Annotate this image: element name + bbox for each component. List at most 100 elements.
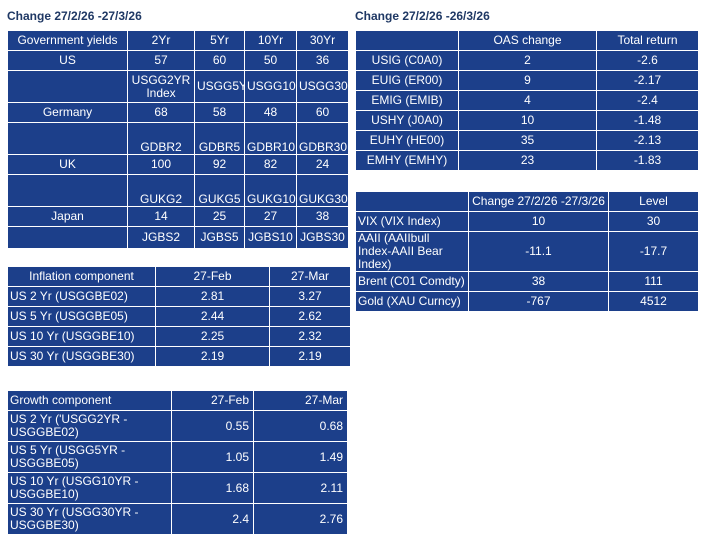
table-cell: -2.17 bbox=[596, 70, 699, 91]
table-cell: 3.27 bbox=[269, 286, 351, 307]
table-cell: EUHY (HE00) bbox=[355, 130, 459, 151]
government-yields-table: Government yields 2Yr 5Yr 10Yr 30Yr US 5… bbox=[7, 30, 349, 249]
growth-header-cell: 27-Mar bbox=[253, 390, 348, 411]
growth-component-table: Growth component 27-Feb 27-Mar US 2 Yr (… bbox=[7, 390, 348, 535]
table-cell: JGBS5 bbox=[194, 226, 245, 249]
table-cell: EMIG (EMIB) bbox=[355, 90, 459, 111]
table-cell: 36 bbox=[296, 50, 349, 71]
table-row: Gold (XAU Curncy) -767 4512 bbox=[355, 291, 699, 312]
table-cell: JGBS30 bbox=[296, 226, 349, 249]
table-row: GDBR2 GDBR5 GDBR10 GDBR30 bbox=[7, 122, 349, 155]
table-cell: -11.1 bbox=[468, 231, 609, 272]
table-row: Brent (C01 Comdty) 38 111 bbox=[355, 271, 699, 292]
table-cell bbox=[7, 122, 128, 155]
table-cell: 60 bbox=[296, 102, 349, 123]
table-cell: US 2 Yr (USGGBE02) bbox=[7, 286, 156, 307]
table-cell: 10 bbox=[458, 110, 597, 131]
table-cell: USGG10YR bbox=[244, 70, 297, 103]
table-row: AAII (AAIIbull Index-AAII Bear Index) -1… bbox=[355, 231, 699, 272]
inflation-header-row: Inflation component 27-Feb 27-Mar bbox=[7, 266, 351, 287]
table-row: US 5 Yr (USGG5YR - USGGBE05) 1.05 1.49 bbox=[7, 441, 348, 473]
table-cell: 38 bbox=[468, 271, 609, 292]
table-cell: GDBR2 bbox=[127, 122, 195, 155]
table-row: GUKG2 GUKG5 GUKG10 GUKG30 bbox=[7, 174, 349, 207]
table-cell: GUKG10 bbox=[244, 174, 297, 207]
table-row: USGG2YR Index USGG5YR USGG10YR USGG30YR bbox=[7, 70, 349, 103]
table-cell: -17.7 bbox=[608, 231, 699, 272]
table-cell: Japan bbox=[7, 206, 128, 227]
table-cell: 4512 bbox=[608, 291, 699, 312]
table-cell: Gold (XAU Curncy) bbox=[355, 291, 469, 312]
table-cell: -2.13 bbox=[596, 130, 699, 151]
table-row: USHY (J0A0) 10 -1.48 bbox=[355, 110, 699, 131]
govt-header-cell: 5Yr bbox=[194, 30, 245, 51]
table-cell: 58 bbox=[194, 102, 245, 123]
table-row: US 10 Yr (USGGBE10) 2.25 2.32 bbox=[7, 326, 351, 347]
risk-header-cell: Change 27/2/26 -27/3/26 bbox=[468, 191, 609, 212]
table-cell: 48 bbox=[244, 102, 297, 123]
table-cell: 35 bbox=[458, 130, 597, 151]
table-cell: 2.32 bbox=[269, 326, 351, 347]
inflation-component-table: Inflation component 27-Feb 27-Mar US 2 Y… bbox=[7, 266, 351, 367]
table-cell: Brent (C01 Comdty) bbox=[355, 271, 469, 292]
table-cell: US 30 Yr (USGG30YR - USGGBE30) bbox=[7, 503, 172, 535]
table-cell: 68 bbox=[127, 102, 195, 123]
table-row: EMHY (EMHY) 23 -1.83 bbox=[355, 150, 699, 171]
oas-header-row: OAS change Total return bbox=[355, 30, 699, 51]
govt-header-cell: Government yields bbox=[7, 30, 128, 51]
table-cell: 25 bbox=[194, 206, 245, 227]
table-cell: US 10 Yr (USGGBE10) bbox=[7, 326, 156, 347]
oas-header-cell: OAS change bbox=[458, 30, 597, 51]
table-row: VIX (VIX Index) 10 30 bbox=[355, 211, 699, 232]
table-cell bbox=[7, 226, 128, 249]
table-row: US 30 Yr (USGG30YR - USGGBE30) 2.4 2.76 bbox=[7, 503, 348, 535]
table-cell: 23 bbox=[458, 150, 597, 171]
table-cell: 2.81 bbox=[155, 286, 270, 307]
table-row: Germany 68 58 48 60 bbox=[7, 102, 349, 123]
table-cell: -2.4 bbox=[596, 90, 699, 111]
risk-header-cell: Level bbox=[608, 191, 699, 212]
table-cell: -2.6 bbox=[596, 50, 699, 71]
table-cell: 24 bbox=[296, 154, 349, 175]
table-cell: USGG5YR bbox=[194, 70, 245, 103]
table-cell: 14 bbox=[127, 206, 195, 227]
table-row: US 5 Yr (USGGBE05) 2.44 2.62 bbox=[7, 306, 351, 327]
table-cell: US 2 Yr ('USGG2YR - USGGBE02) bbox=[7, 410, 172, 442]
table-row: Japan 14 25 27 38 bbox=[7, 206, 349, 227]
table-cell: -767 bbox=[468, 291, 609, 312]
table-cell: GUKG5 bbox=[194, 174, 245, 207]
table-cell: 1.49 bbox=[253, 441, 348, 473]
table-row: US 57 60 50 36 bbox=[7, 50, 349, 71]
table-cell bbox=[7, 174, 128, 207]
table-row: EMIG (EMIB) 4 -2.4 bbox=[355, 90, 699, 111]
table-row: US 30 Yr (USGGBE30) 2.19 2.19 bbox=[7, 346, 351, 367]
table-cell: JGBS10 bbox=[244, 226, 297, 249]
right-heading: Change 27/2/26 -26/3/26 bbox=[355, 9, 490, 23]
table-cell: 2.25 bbox=[155, 326, 270, 347]
growth-header-cell: Growth component bbox=[7, 390, 172, 411]
table-cell: 2.76 bbox=[253, 503, 348, 535]
table-row: US 10 Yr (USGG10YR - USGGBE10) 1.68 2.11 bbox=[7, 472, 348, 504]
table-cell: GDBR30 bbox=[296, 122, 349, 155]
table-cell: 0.68 bbox=[253, 410, 348, 442]
table-cell: 2 bbox=[458, 50, 597, 71]
table-cell: US 30 Yr (USGGBE30) bbox=[7, 346, 156, 367]
table-cell: 100 bbox=[127, 154, 195, 175]
table-row: EUHY (HE00) 35 -2.13 bbox=[355, 130, 699, 151]
table-cell: US 5 Yr (USGG5YR - USGGBE05) bbox=[7, 441, 172, 473]
govt-header-row: Government yields 2Yr 5Yr 10Yr 30Yr bbox=[7, 30, 349, 51]
table-row: JGBS2 JGBS5 JGBS10 JGBS30 bbox=[7, 226, 349, 249]
table-row: US 2 Yr (USGGBE02) 2.81 3.27 bbox=[7, 286, 351, 307]
table-cell: 2.19 bbox=[155, 346, 270, 367]
growth-header-cell: 27-Feb bbox=[171, 390, 254, 411]
govt-header-cell: 10Yr bbox=[244, 30, 297, 51]
table-cell: 2.62 bbox=[269, 306, 351, 327]
table-row: EUIG (ER00) 9 -2.17 bbox=[355, 70, 699, 91]
oas-table: OAS change Total return USIG (C0A0) 2 -2… bbox=[355, 30, 699, 171]
table-cell: -1.83 bbox=[596, 150, 699, 171]
inflation-header-cell: 27-Feb bbox=[155, 266, 270, 287]
table-cell: JGBS2 bbox=[127, 226, 195, 249]
table-cell: 111 bbox=[608, 271, 699, 292]
table-cell: 2.19 bbox=[269, 346, 351, 367]
table-cell: 50 bbox=[244, 50, 297, 71]
